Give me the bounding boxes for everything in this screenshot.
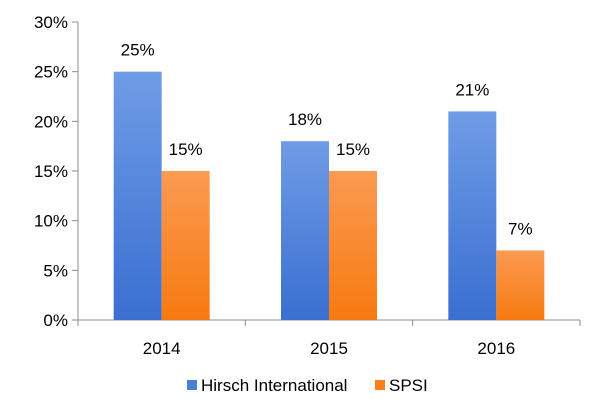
bar-hirsch-international-2014	[113, 71, 162, 321]
data-label: 18%	[288, 110, 322, 129]
bar-hirsch-international-2016	[448, 111, 497, 321]
data-label: 25%	[121, 41, 155, 60]
bar-spsi-2015	[329, 171, 377, 320]
x-tick-label: 2016	[477, 339, 515, 358]
data-label: 7%	[508, 219, 533, 238]
legend-label: SPSI	[389, 376, 428, 395]
y-tick-label: 30%	[34, 13, 68, 32]
legend-swatch-hirsch-international	[187, 380, 197, 390]
bar-spsi-2014	[161, 171, 210, 320]
y-tick-label: 20%	[34, 112, 68, 131]
data-label: 15%	[336, 140, 370, 159]
x-tick-label: 2015	[310, 339, 348, 358]
plot-area: 0% 5% 10% 15% 20% 25% 30% 25% 15% 2014 18% 15% 2015 2…	[34, 13, 581, 358]
legend: Hirsch International SPSI	[187, 376, 428, 395]
y-tick-label: 0%	[43, 311, 68, 330]
bar-hirsch-international-2015	[281, 141, 329, 320]
legend-label: Hirsch International	[201, 376, 347, 395]
x-tick-label: 2014	[143, 339, 181, 358]
y-tick-label: 10%	[34, 212, 68, 231]
y-tick-label: 5%	[43, 261, 68, 280]
data-label: 21%	[455, 80, 489, 99]
legend-swatch-spsi	[375, 380, 385, 390]
y-tick-label: 25%	[34, 63, 68, 82]
bar-spsi-2016	[496, 250, 545, 320]
data-label: 15%	[169, 140, 203, 159]
y-tick-label: 15%	[34, 162, 68, 181]
